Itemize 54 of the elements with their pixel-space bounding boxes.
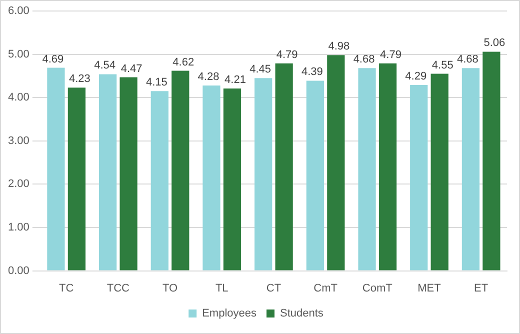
data-label: 4.47 (120, 62, 142, 75)
data-label: 4.69 (42, 53, 64, 66)
legend-label: Students (280, 308, 324, 320)
x-tick-label: CT (266, 282, 282, 294)
x-tick-label: TCC (106, 282, 130, 294)
x-tick-label: MET (418, 282, 442, 294)
bar (275, 63, 293, 270)
x-tick-label: ET (474, 282, 488, 294)
data-label: 4.79 (380, 48, 402, 61)
bar (430, 74, 448, 270)
data-label: 4.98 (328, 40, 350, 53)
data-label: 4.68 (457, 54, 478, 66)
bar (98, 74, 117, 270)
bar (120, 77, 138, 270)
bar (172, 70, 190, 270)
data-label: 4.68 (353, 54, 375, 66)
x-tick-label: CmT (314, 282, 338, 294)
data-label: 4.39 (301, 66, 323, 78)
y-tick-label: 3.00 (8, 134, 30, 147)
bar (306, 80, 324, 270)
bar (482, 52, 500, 270)
data-label: 4.29 (405, 70, 427, 83)
y-tick-label: 1.00 (8, 222, 30, 234)
x-tick-label: TL (215, 282, 228, 294)
y-tick-label: 2.00 (8, 178, 30, 190)
x-tick-label: ComT (362, 282, 393, 294)
bar (378, 63, 397, 270)
y-tick-label: 6.00 (8, 5, 30, 18)
data-label: 5.06 (484, 37, 506, 50)
data-label: 4.54 (94, 60, 116, 72)
data-label: 4.15 (146, 76, 168, 89)
data-label: 4.79 (276, 48, 298, 61)
bar (47, 68, 65, 270)
bar (358, 68, 376, 270)
data-label: 4.23 (68, 73, 90, 86)
bar (410, 85, 428, 270)
bar (327, 55, 345, 270)
x-tick-label: TC (58, 282, 74, 294)
data-label: 4.62 (172, 56, 194, 68)
bar (150, 91, 168, 270)
bar (254, 78, 272, 270)
bar (462, 68, 480, 270)
data-label: 4.45 (250, 64, 272, 76)
data-label: 4.28 (198, 71, 220, 84)
legend-label: Employees (202, 308, 257, 320)
data-label: 4.55 (432, 59, 454, 72)
x-tick-label: TO (162, 282, 178, 294)
y-tick-label: 0.00 (8, 264, 30, 277)
y-tick-label: 4.00 (8, 92, 30, 104)
bar (223, 88, 242, 270)
bar (68, 88, 86, 270)
y-tick-label: 5.00 (8, 48, 30, 60)
bar (202, 85, 220, 270)
data-label: 4.21 (224, 74, 246, 86)
